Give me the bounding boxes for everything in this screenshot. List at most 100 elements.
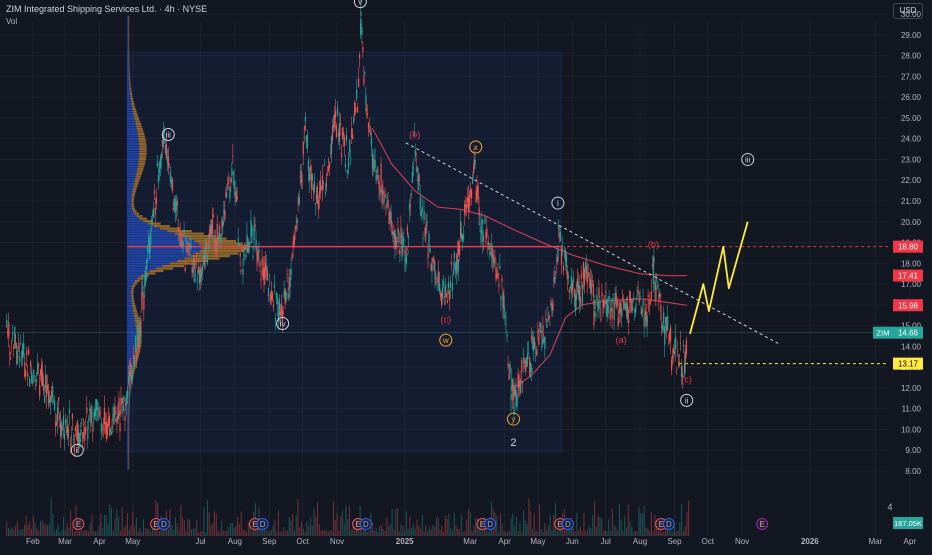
profile-bar-sell — [134, 319, 140, 322]
level-price-tag: 13.17 — [898, 360, 919, 369]
volume-bar — [567, 525, 569, 536]
profile-bar-buy — [127, 132, 138, 136]
volume-bar — [409, 516, 411, 536]
candle-body — [117, 413, 119, 421]
profile-bar-sell — [136, 215, 143, 218]
profile-bar-buy — [127, 137, 139, 141]
profile-bar-buy — [127, 247, 202, 250]
volume-bar — [459, 529, 461, 536]
volume-bar — [45, 524, 47, 536]
x-axis-label: May — [125, 537, 140, 546]
candle-body — [179, 232, 181, 236]
candle-body — [527, 353, 529, 360]
volume-bar — [327, 531, 329, 536]
profile-bar-buy — [127, 459, 129, 462]
wave-label: iii — [745, 155, 751, 164]
volume-bar — [512, 513, 514, 536]
volume-bar — [467, 509, 469, 536]
volume-bar — [608, 519, 610, 536]
candle-body — [479, 223, 481, 225]
candle-body — [671, 355, 674, 359]
candle-body — [541, 342, 543, 344]
candle-body — [178, 235, 180, 238]
candle-body — [325, 177, 328, 179]
volume-bar — [162, 528, 164, 536]
candle-body — [654, 282, 656, 290]
candle-body — [153, 208, 155, 218]
symbol-title[interactable]: ZIM Integrated Shipping Services Ltd. · … — [6, 4, 208, 14]
candle-body — [373, 159, 375, 171]
candle-body — [510, 393, 512, 401]
candle-body — [161, 140, 164, 148]
candle-body — [539, 323, 541, 327]
profile-bar-buy — [127, 292, 132, 295]
candle-body — [374, 160, 376, 168]
candle-body — [281, 310, 284, 322]
candle-body — [163, 130, 166, 134]
profile-bar-sell — [128, 23, 130, 26]
volume-bar — [389, 523, 391, 536]
profile-bar-sell — [138, 162, 145, 165]
candle-body — [232, 172, 234, 174]
candle-body — [457, 259, 459, 271]
candle-body — [617, 317, 619, 327]
candle-body — [402, 231, 404, 247]
candle-body — [672, 347, 675, 354]
candle-body — [296, 219, 298, 224]
volume-bar — [414, 529, 416, 536]
volume-bar — [141, 531, 143, 536]
volume-bar — [270, 529, 272, 536]
candle-body — [170, 181, 173, 184]
profile-bar-sell — [128, 444, 130, 447]
candle-body — [294, 226, 296, 230]
candle-body — [209, 226, 212, 236]
x-axis-label: Oct — [702, 537, 715, 546]
profile-bar-buy — [127, 50, 129, 53]
candle-body — [554, 277, 556, 283]
candle-body — [58, 397, 60, 402]
candle-body — [313, 181, 316, 193]
candle-body — [319, 180, 321, 194]
candle-body — [680, 366, 683, 377]
profile-bar-sell — [138, 140, 146, 143]
volume-bar — [585, 531, 587, 536]
profile-bar-buy — [127, 65, 129, 68]
volume-bar — [396, 508, 398, 536]
volume-bar — [643, 505, 645, 536]
candle-body — [150, 231, 152, 246]
candle-body — [60, 422, 62, 437]
x-axis-label: Jul — [601, 537, 611, 546]
currency-selector[interactable]: USD — [893, 3, 923, 19]
volume-bar — [611, 508, 613, 536]
candle-body — [363, 76, 365, 85]
volume-bar — [318, 524, 320, 536]
candle-body — [38, 364, 40, 366]
profile-bar-sell — [129, 384, 132, 387]
profile-bar-sell — [139, 150, 147, 153]
wave-label: (c) — [681, 375, 692, 385]
profile-bar-buy — [127, 312, 134, 315]
volume-bar — [171, 524, 173, 536]
candle-body — [623, 300, 625, 310]
candle-body — [103, 407, 105, 425]
profile-bar-sell — [129, 78, 131, 81]
volume-bar — [517, 530, 519, 536]
volume-bar — [41, 520, 43, 536]
volume-indicator-label[interactable]: Vol — [6, 17, 18, 26]
candle-body — [55, 421, 57, 427]
profile-bar-sell — [132, 284, 136, 288]
candle-body — [553, 277, 555, 283]
candle-body — [66, 426, 69, 433]
candle-body — [598, 287, 600, 298]
candle-body — [502, 291, 504, 309]
candle-body — [635, 305, 637, 307]
profile-bar-sell — [182, 235, 216, 238]
profile-bar-buy — [127, 439, 129, 442]
volume-bar — [677, 530, 679, 536]
profile-bar-sell — [128, 451, 130, 455]
candle-body — [249, 242, 251, 244]
profile-bar-sell — [184, 257, 220, 260]
wave-label-circle — [506, 412, 520, 426]
